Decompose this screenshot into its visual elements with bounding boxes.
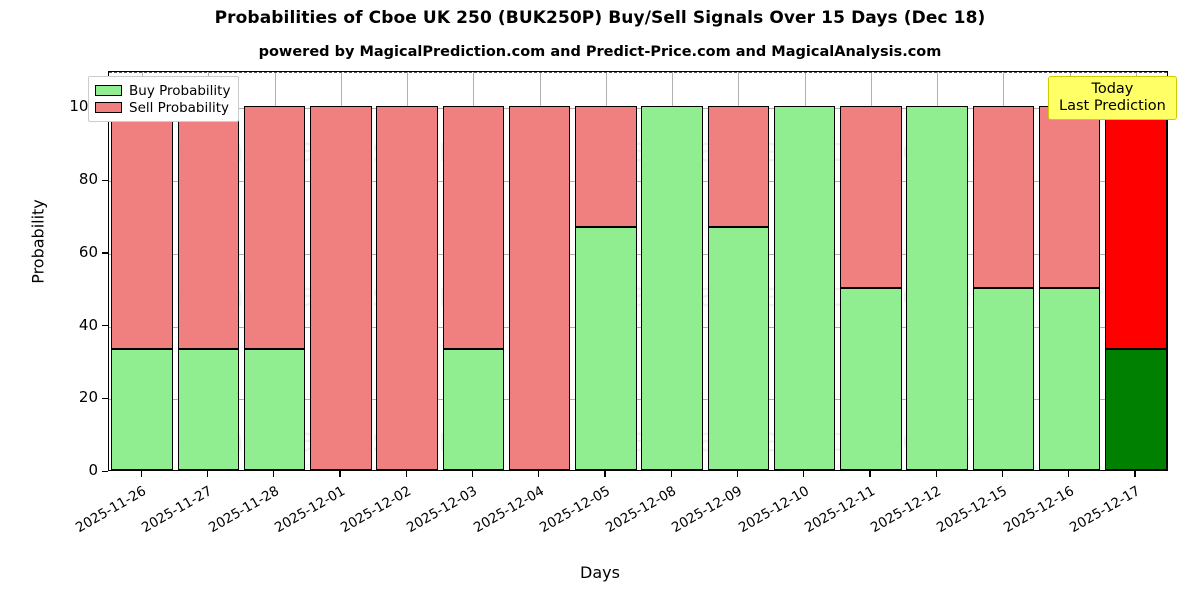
bar-segment-sell[interactable]	[111, 106, 173, 349]
bar-segment-sell[interactable]	[575, 106, 637, 228]
y-axis-tick-mark	[102, 179, 108, 181]
bar-segment-sell[interactable]	[508, 106, 571, 470]
x-axis-tick-mark	[935, 471, 937, 477]
gridline-horizontal	[109, 181, 1167, 183]
x-axis-tick-mark	[206, 471, 209, 477]
y-axis-tick-mark	[102, 252, 108, 254]
bar-group[interactable]	[972, 72, 1035, 470]
bar-group[interactable]	[442, 72, 505, 470]
bar-segment-sell[interactable]	[972, 106, 1035, 289]
bar-segment-buy[interactable]	[575, 227, 637, 470]
x-axis-tick-mark	[538, 471, 540, 477]
bar-segment-sell[interactable]	[310, 106, 372, 470]
bar-segment-sell[interactable]	[177, 106, 240, 349]
bar-group[interactable]	[840, 72, 902, 470]
bar-group[interactable]	[177, 72, 240, 470]
x-axis-tick-mark	[604, 471, 606, 477]
bar-group[interactable]	[641, 72, 703, 470]
bar-group[interactable]	[906, 72, 968, 470]
bar-group[interactable]	[707, 72, 770, 470]
legend-item-buy: Buy Probability	[95, 82, 230, 99]
gridline-horizontal	[109, 253, 1167, 255]
y-axis-tick-mark	[102, 397, 108, 400]
chart-legend: Buy Probability Sell Probability	[88, 76, 240, 122]
plot-area: MagicalAnalysis.comMagicalPrediction.com…	[108, 71, 1168, 471]
y-axis-tick-label: 80	[78, 170, 98, 189]
bar-group[interactable]	[508, 72, 571, 470]
y-axis-tick-label: 60	[78, 242, 98, 261]
page-title: Probabilities of Cboe UK 250 (BUK250P) B…	[214, 8, 986, 28]
bar-segment-sell[interactable]	[243, 106, 306, 349]
bar-segment-sell[interactable]	[1038, 106, 1101, 289]
bar-segment-buy[interactable]	[111, 348, 173, 470]
bar-segment-buy[interactable]	[641, 106, 703, 470]
bar-segment-sell[interactable]	[442, 106, 505, 349]
bar-segment-sell[interactable]	[840, 106, 902, 289]
x-axis-tick-mark	[273, 471, 275, 477]
bar-segment-buy[interactable]	[243, 348, 306, 470]
bar-group[interactable]	[1105, 72, 1167, 470]
bar-segment-sell[interactable]	[1105, 106, 1167, 349]
legend-label-buy: Buy Probability	[129, 82, 231, 99]
bar-segment-buy[interactable]	[972, 288, 1035, 470]
bar-group[interactable]	[575, 72, 637, 470]
y-axis-label: Probability	[28, 199, 48, 284]
bar-segment-buy[interactable]	[906, 106, 968, 470]
y-axis-tick-label: 0	[88, 461, 98, 479]
bar-group[interactable]	[111, 72, 173, 470]
bar-segment-buy[interactable]	[840, 288, 902, 470]
gridline-horizontal	[109, 326, 1167, 328]
today-annotation-line2: Last Prediction	[1059, 97, 1166, 114]
x-axis-tick-mark	[670, 471, 672, 477]
bar-segment-buy[interactable]	[707, 227, 770, 470]
legend-label-sell: Sell Probability	[129, 99, 230, 116]
today-annotation: Today Last Prediction	[1048, 76, 1177, 121]
bar-segment-buy[interactable]	[1105, 348, 1167, 470]
x-axis-tick-mark	[405, 471, 407, 477]
x-axis-label: Days	[580, 563, 620, 582]
bar-group[interactable]	[773, 72, 836, 470]
legend-swatch-sell-icon	[95, 102, 122, 113]
gridline-horizontal	[109, 108, 1167, 110]
gridline-horizontal	[109, 399, 1167, 401]
bar-group[interactable]	[376, 72, 438, 470]
x-axis-tick-mark	[339, 471, 341, 477]
x-axis-tick-mark	[140, 471, 142, 477]
bar-group[interactable]	[1038, 72, 1101, 470]
today-annotation-line1: Today	[1091, 81, 1134, 97]
y-axis-tick-label: 40	[78, 315, 98, 334]
x-axis-tick-mark	[1001, 471, 1004, 477]
bar-group[interactable]	[243, 72, 306, 470]
reference-dashed-line	[109, 72, 1167, 73]
x-axis-tick-mark	[869, 471, 871, 477]
bar-group[interactable]	[310, 72, 372, 470]
legend-item-sell: Sell Probability	[95, 99, 230, 116]
chart-subtitle: powered by MagicalPrediction.com and Pre…	[258, 44, 942, 60]
x-axis-tick-mark	[1134, 471, 1136, 477]
x-axis-tick-mark	[736, 471, 739, 477]
y-axis-tick-mark	[102, 470, 108, 472]
legend-swatch-buy-icon	[95, 85, 122, 96]
bar-segment-buy[interactable]	[442, 348, 505, 470]
y-axis-tick-mark	[102, 325, 108, 327]
bar-segment-buy[interactable]	[177, 348, 240, 470]
x-axis-tick-mark	[803, 471, 805, 477]
y-axis-tick-label: 20	[78, 388, 98, 407]
x-axis-tick-mark	[471, 471, 474, 477]
bar-segment-buy[interactable]	[1038, 288, 1101, 470]
bar-segment-sell[interactable]	[376, 106, 438, 470]
x-axis-tick-mark	[1068, 471, 1070, 477]
bar-segment-buy[interactable]	[773, 106, 836, 470]
bar-segment-sell[interactable]	[707, 106, 770, 228]
